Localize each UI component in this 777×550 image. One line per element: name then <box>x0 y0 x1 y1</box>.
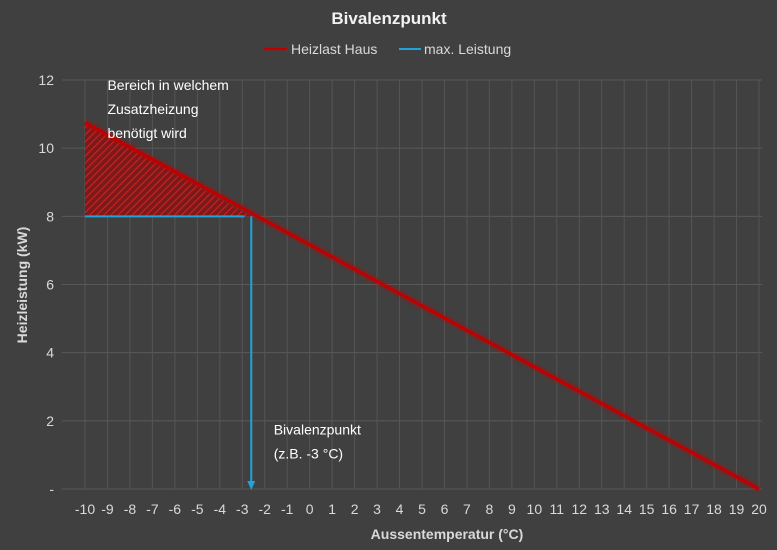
x-tick-label-27: 17 <box>684 501 700 517</box>
x-tick-label-6: -4 <box>214 501 227 517</box>
x-tick-label-23: 13 <box>594 501 610 517</box>
annotation-bivalent-line-1: Bivalenzpunkt <box>274 421 361 437</box>
chart-title: Bivalenzpunkt <box>331 9 447 28</box>
x-tick-label-14: 4 <box>396 501 404 517</box>
y-tick-label-2: 4 <box>46 345 54 361</box>
x-tick-label-0: -10 <box>75 501 95 517</box>
annotation-area: Bereich in welchem Zusatzheizung benötig… <box>107 77 232 141</box>
x-tick-label-4: -6 <box>169 501 182 517</box>
x-tick-label-25: 15 <box>639 501 655 517</box>
x-tick-label-19: 9 <box>508 501 516 517</box>
x-tick-label-3: -7 <box>146 501 159 517</box>
y-tick-label-4: 8 <box>46 208 54 224</box>
x-tick-label-18: 8 <box>486 501 494 517</box>
y-axis-label: Heizleistung (kW) <box>14 227 30 344</box>
gridlines <box>62 79 762 490</box>
annotation-bivalent-line-2: (z.B. -3 °C) <box>274 445 343 461</box>
x-tick-label-16: 6 <box>441 501 449 517</box>
legend: Heizlast Haus max. Leistung <box>264 41 511 57</box>
x-tick-label-13: 3 <box>373 501 381 517</box>
y-tick-label-3: 6 <box>46 277 54 293</box>
legend-label-max-leistung: max. Leistung <box>424 41 511 57</box>
y-tick-label-6: 12 <box>38 72 54 88</box>
x-tick-labels: -10 -9 -8 -7 -6 -5 -4 -3 -2 -1 0 1 2 3 4 5 6 7 8 9 10 11 12 13 1… <box>75 501 767 517</box>
x-tick-label-1: -9 <box>101 501 114 517</box>
x-tick-label-7: -3 <box>236 501 249 517</box>
x-tick-label-17: 7 <box>463 501 471 517</box>
x-tick-label-2: -8 <box>124 501 137 517</box>
x-tick-label-29: 19 <box>729 501 745 517</box>
y-tick-label-5: 10 <box>38 140 54 156</box>
x-tick-label-20: 10 <box>527 501 543 517</box>
x-tick-label-26: 16 <box>661 501 677 517</box>
series-line-heizlast <box>84 121 760 491</box>
y-tick-labels: - 2 4 6 8 10 12 <box>38 72 54 497</box>
x-tick-label-22: 12 <box>571 501 587 517</box>
annotation-bivalent-point: Bivalenzpunkt (z.B. -3 °C) <box>274 421 365 461</box>
x-tick-label-10: 0 <box>306 501 314 517</box>
x-tick-label-30: 20 <box>751 501 767 517</box>
x-tick-label-28: 18 <box>706 501 722 517</box>
x-axis-label: Aussentemperatur (°C) <box>371 526 524 542</box>
x-tick-label-9: -1 <box>281 501 294 517</box>
annotation-area-line-1: Bereich in welchem <box>107 77 228 93</box>
y-tick-label-0: - <box>49 481 54 497</box>
x-tick-label-21: 11 <box>550 501 565 517</box>
x-tick-label-8: -2 <box>259 501 272 517</box>
x-tick-label-24: 14 <box>616 501 632 517</box>
x-tick-label-11: 1 <box>328 501 336 517</box>
legend-label-heizlast: Heizlast Haus <box>291 41 377 57</box>
annotation-area-line-3: benötigt wird <box>107 125 186 141</box>
annotation-area-line-2: Zusatzheizung <box>107 101 198 117</box>
x-tick-label-5: -5 <box>191 501 204 517</box>
x-tick-label-12: 2 <box>351 501 359 517</box>
y-tick-label-1: 2 <box>46 413 54 429</box>
x-tick-label-15: 5 <box>418 501 426 517</box>
bivalent-arrow-head <box>247 481 256 490</box>
